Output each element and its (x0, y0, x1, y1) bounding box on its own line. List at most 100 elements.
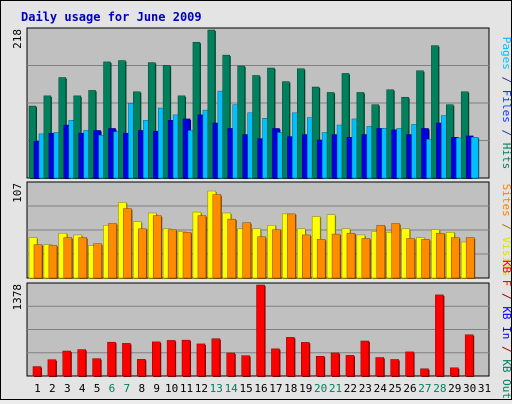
legend-2: KB F / KB In / KB Out (500, 260, 511, 399)
bar-hits (207, 29, 216, 179)
bar-hits (267, 67, 275, 179)
y-tick-label-0: 218 (11, 29, 24, 49)
bar-hits (118, 60, 126, 179)
bar-kb-f (122, 343, 131, 377)
x-tick-label: 19 (299, 382, 312, 395)
x-tick-label: 27 (418, 382, 431, 395)
x-tick-label: 9 (153, 382, 160, 395)
bar-hits (147, 62, 156, 179)
x-tick-label: 26 (403, 382, 416, 395)
legend-entry: / (500, 123, 511, 143)
x-tick-label: 29 (448, 382, 461, 395)
bar-kb-f (330, 352, 340, 377)
bar-hits (103, 61, 111, 179)
legend-entry: Files (500, 90, 511, 123)
x-tick-label: 18 (284, 382, 297, 395)
x-tick-label: 11 (180, 382, 193, 395)
bar-sites (465, 237, 475, 279)
bar-sites (78, 237, 87, 279)
x-tick-label: 8 (138, 382, 145, 395)
bar-sites (93, 243, 102, 279)
bar-kb-f (62, 350, 72, 377)
bar-sites (33, 244, 43, 279)
bar-kb-f (464, 334, 474, 377)
x-tick-label: 7 (124, 382, 131, 395)
x-tick-label: 16 (254, 382, 267, 395)
bar-hits (297, 68, 305, 179)
bar-kb-f (196, 343, 206, 377)
legend-entry: Hits (500, 143, 511, 170)
x-tick-label: 5 (94, 382, 101, 395)
bar-kb-f (450, 367, 459, 377)
bar-hits (311, 86, 320, 179)
x-tick-label: 15 (239, 382, 252, 395)
chart-title: Daily usage for June 2009 (21, 10, 202, 24)
bar-sites (242, 222, 251, 279)
bar-kb-f (32, 366, 42, 377)
bar-sites (167, 229, 177, 279)
x-tick-label: 24 (374, 382, 388, 395)
bar-sites (197, 215, 207, 279)
legend-entry: / (500, 339, 511, 359)
x-tick-label: 17 (269, 382, 282, 395)
bar-sites (48, 245, 58, 279)
y-tick-label-2: 1378 (11, 284, 24, 311)
x-tick-label: 28 (433, 382, 446, 395)
x-tick-label: 3 (64, 382, 71, 395)
legend-entry: Pages (500, 37, 511, 70)
bar-sites (376, 225, 386, 279)
bar-sites (227, 218, 236, 279)
bar-hits (222, 54, 230, 179)
bar-kb-f (226, 352, 235, 377)
bar-sites (391, 223, 400, 279)
legend-entry: KB F (500, 260, 511, 287)
legend-0: Pages / Files / Hits (500, 37, 511, 170)
bar-hits (341, 73, 350, 179)
legend-1: Sites / Visits (500, 184, 511, 277)
bar-sites (346, 232, 356, 279)
bar-hits (416, 70, 424, 179)
x-tick-label: 31 (478, 382, 491, 395)
bar-sites (316, 239, 326, 279)
bar-sites (421, 239, 430, 279)
bar-kb-f (137, 359, 146, 377)
bar-kb-f (271, 348, 280, 377)
bar-sites (108, 223, 117, 279)
bar-sites (123, 208, 132, 279)
x-tick-label: 23 (359, 382, 372, 395)
bar-sites (436, 232, 445, 279)
x-tick-label: 30 (463, 382, 476, 395)
x-tick-label: 10 (165, 382, 178, 395)
bar-kb-f (92, 358, 101, 377)
legend-entry: / (500, 70, 511, 90)
bar-sites (63, 237, 73, 279)
bar-sites (152, 215, 162, 279)
x-tick-label: 20 (314, 382, 327, 395)
bar-sites (182, 232, 192, 279)
bar-kb-f (241, 355, 250, 377)
bar-hits (192, 41, 201, 179)
legend-entry: Visits (500, 237, 511, 277)
bar-kb-f (405, 351, 414, 377)
bar-kb-f (345, 355, 355, 377)
legend-entry: KB In (500, 306, 511, 339)
bar-kb-f (315, 356, 325, 377)
bar-sites (287, 213, 296, 279)
bar-sites (212, 194, 222, 279)
x-tick-label: 1 (34, 382, 41, 395)
y-tick-label-1: 107 (11, 183, 24, 203)
bar-kb-f (286, 337, 295, 377)
legend-entry: Sites (500, 184, 511, 217)
x-tick-label: 22 (344, 382, 357, 395)
bar-hits (460, 91, 469, 179)
legend-entry: / (500, 286, 511, 306)
legend-entry: KB Out (500, 359, 511, 399)
bar-kb-f (390, 359, 399, 377)
bar-sites (272, 229, 281, 279)
bar-kb-f (107, 341, 116, 377)
bar-sites (361, 238, 371, 279)
bar-hits (431, 45, 439, 179)
bar-hits (237, 65, 245, 179)
bar-kb-f (211, 338, 221, 377)
